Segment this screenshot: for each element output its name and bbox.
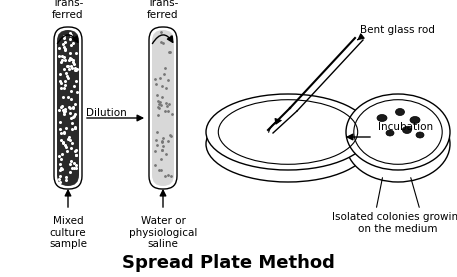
Ellipse shape [377, 114, 387, 122]
Ellipse shape [410, 117, 420, 124]
Ellipse shape [346, 94, 450, 170]
Text: Incubation: Incubation [378, 122, 433, 132]
FancyBboxPatch shape [152, 30, 174, 186]
Text: Spread Plate Method: Spread Plate Method [122, 254, 335, 272]
Ellipse shape [206, 106, 370, 182]
Text: Mixed
culture
sample: Mixed culture sample [49, 216, 87, 249]
FancyBboxPatch shape [149, 27, 177, 189]
Ellipse shape [395, 109, 404, 116]
Ellipse shape [403, 127, 411, 134]
Text: Water or
physiological
saline: Water or physiological saline [129, 216, 197, 249]
FancyBboxPatch shape [57, 30, 79, 186]
Text: Drop
Trans-
ferred: Drop Trans- ferred [147, 0, 179, 20]
Ellipse shape [206, 94, 370, 170]
Text: Isolated colonies growing
on the medium: Isolated colonies growing on the medium [332, 212, 457, 234]
Text: Bent glass rod: Bent glass rod [360, 25, 435, 35]
Ellipse shape [416, 132, 424, 138]
FancyBboxPatch shape [54, 27, 82, 189]
Text: Drop
Trans-
ferred: Drop Trans- ferred [52, 0, 84, 20]
Text: Dilution: Dilution [86, 108, 127, 118]
Ellipse shape [346, 106, 450, 182]
Ellipse shape [386, 130, 394, 136]
